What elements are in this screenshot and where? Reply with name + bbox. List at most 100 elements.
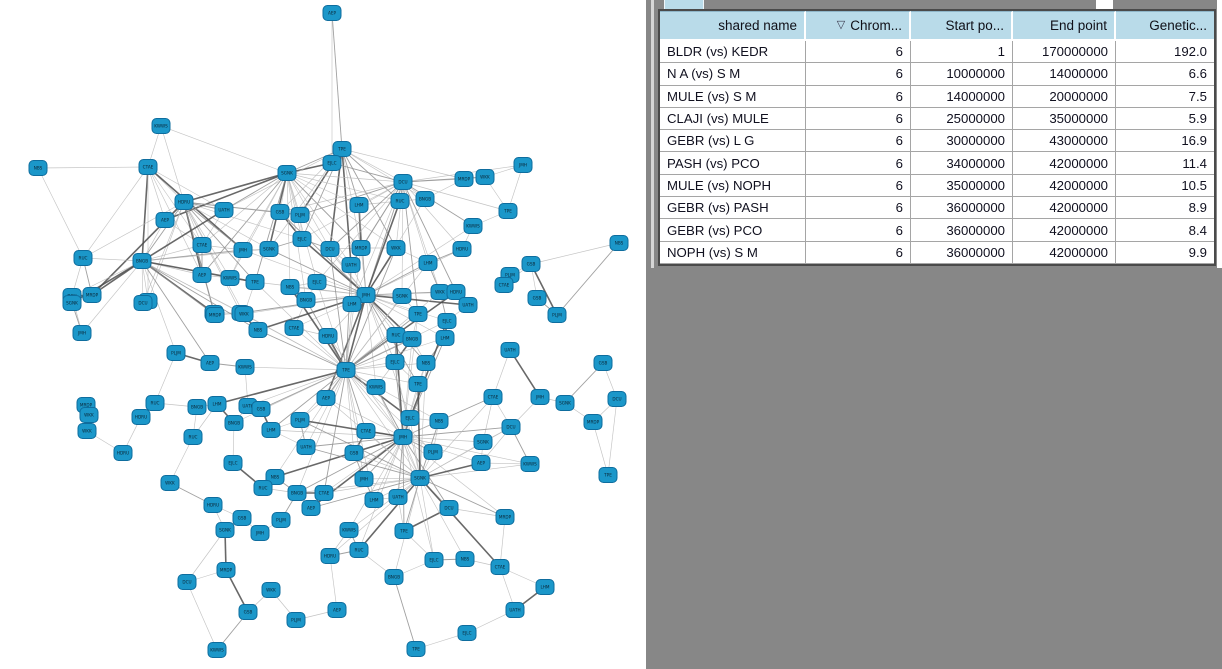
network-node[interactable]: [290, 412, 310, 428]
table-cell-r6-c4[interactable]: 10.5: [1116, 175, 1214, 198]
table-scroll-gutter[interactable]: [1217, 0, 1222, 268]
table-cell-r3-c3[interactable]: 35000000: [1013, 107, 1116, 131]
network-node[interactable]: [454, 171, 474, 187]
network-node[interactable]: [205, 307, 225, 323]
network-node[interactable]: [216, 562, 236, 578]
network-node[interactable]: [495, 509, 515, 525]
network-node[interactable]: [498, 203, 518, 219]
table-cell-r3-c4[interactable]: 5.9: [1116, 108, 1214, 131]
network-node[interactable]: [233, 242, 253, 258]
network-node[interactable]: [187, 399, 207, 415]
table-cell-r2-c3[interactable]: 20000000: [1013, 85, 1116, 108]
network-node[interactable]: [72, 325, 92, 341]
table-cell-r1-c2[interactable]: 10000000: [911, 63, 1013, 86]
table-cell-r7-c4[interactable]: 8.9: [1116, 197, 1214, 220]
network-node[interactable]: [192, 237, 212, 253]
network-node[interactable]: [364, 492, 384, 508]
network-node[interactable]: [296, 292, 316, 308]
network-node[interactable]: [77, 423, 97, 439]
table-cell-r2-c1[interactable]: 6: [806, 85, 911, 108]
table-cell-r2-c0[interactable]: MULE (vs) S M: [660, 85, 806, 108]
table-cell-r0-c1[interactable]: 6: [806, 41, 911, 64]
column-header-start-point[interactable]: Start po...: [911, 11, 1013, 39]
network-node[interactable]: [234, 306, 254, 322]
network-node[interactable]: [527, 290, 547, 306]
network-node[interactable]: [388, 489, 408, 505]
column-header-genetic[interactable]: Genetic...: [1116, 11, 1214, 39]
network-node[interactable]: [520, 456, 540, 472]
table-tab-handle-2[interactable]: [1096, 0, 1113, 9]
network-node[interactable]: [598, 467, 618, 483]
network-node[interactable]: [132, 253, 152, 269]
table-cell-r2-c2[interactable]: 14000000: [911, 85, 1013, 108]
network-node[interactable]: [238, 604, 258, 620]
filter-icon[interactable]: ▽: [836, 19, 846, 31]
table-cell-r0-c2[interactable]: 1: [911, 41, 1013, 64]
network-node[interactable]: [322, 5, 342, 21]
table-cell-r1-c4[interactable]: 6.6: [1116, 63, 1214, 86]
network-node[interactable]: [439, 500, 459, 516]
network-node[interactable]: [437, 313, 457, 329]
table-cell-r7-c1[interactable]: 6: [806, 197, 911, 220]
network-node[interactable]: [607, 391, 627, 407]
table-tab-handle[interactable]: [664, 0, 704, 9]
network-node[interactable]: [473, 434, 493, 450]
network-node[interactable]: [223, 455, 243, 471]
network-node[interactable]: [235, 359, 255, 375]
table-cell-r5-c4[interactable]: 11.4: [1116, 152, 1214, 175]
network-node[interactable]: [513, 157, 533, 173]
table-cell-r5-c0[interactable]: PASH (vs) PCO: [660, 152, 806, 175]
table-cell-r9-c2[interactable]: 36000000: [911, 241, 1013, 264]
table-cell-r3-c1[interactable]: 6: [806, 107, 911, 131]
network-node[interactable]: [393, 174, 413, 190]
table-cell-r8-c3[interactable]: 42000000: [1013, 219, 1116, 242]
network-node[interactable]: [356, 287, 376, 303]
network-node[interactable]: [392, 288, 412, 304]
network-node[interactable]: [455, 551, 475, 567]
network-node[interactable]: [501, 419, 521, 435]
network-node[interactable]: [320, 241, 340, 257]
network-node[interactable]: [200, 355, 220, 371]
table-cell-r8-c1[interactable]: 6: [806, 219, 911, 242]
network-node[interactable]: [166, 345, 186, 361]
network-node[interactable]: [402, 331, 422, 347]
network-node[interactable]: [253, 480, 273, 496]
network-node[interactable]: [435, 330, 455, 346]
network-node[interactable]: [79, 407, 99, 423]
network-node[interactable]: [82, 287, 102, 303]
network-node[interactable]: [349, 197, 369, 213]
network-node[interactable]: [192, 267, 212, 283]
table-cell-r1-c1[interactable]: 6: [806, 63, 911, 86]
network-node[interactable]: [384, 569, 404, 585]
network-node[interactable]: [457, 625, 477, 641]
network-node[interactable]: [609, 235, 629, 251]
network-node[interactable]: [322, 155, 342, 171]
network-node[interactable]: [224, 415, 244, 431]
network-node[interactable]: [320, 548, 340, 564]
table-cell-r0-c4[interactable]: 192.0: [1116, 41, 1214, 64]
table-cell-r7-c3[interactable]: 42000000: [1013, 197, 1116, 220]
network-node[interactable]: [458, 297, 478, 313]
network-node[interactable]: [494, 277, 514, 293]
network-node[interactable]: [277, 165, 297, 181]
network-node[interactable]: [583, 414, 603, 430]
table-cell-r6-c2[interactable]: 35000000: [911, 174, 1013, 198]
network-node[interactable]: [284, 320, 304, 336]
network-node[interactable]: [418, 255, 438, 271]
network-node[interactable]: [351, 240, 371, 256]
network-node[interactable]: [232, 510, 252, 526]
network-node[interactable]: [446, 284, 466, 300]
network-node[interactable]: [245, 274, 265, 290]
network-node[interactable]: [408, 306, 428, 322]
network-node[interactable]: [555, 395, 575, 411]
table-cell-r4-c3[interactable]: 43000000: [1013, 130, 1116, 153]
network-node[interactable]: [452, 241, 472, 257]
column-header-chromosome[interactable]: ▽ Chrom...: [806, 11, 911, 39]
network-node[interactable]: [400, 410, 420, 426]
table-cell-r1-c3[interactable]: 14000000: [1013, 63, 1116, 86]
network-node[interactable]: [593, 355, 613, 371]
network-node[interactable]: [270, 204, 290, 220]
network-node[interactable]: [131, 409, 151, 425]
network-node[interactable]: [290, 207, 310, 223]
network-node[interactable]: [521, 256, 541, 272]
